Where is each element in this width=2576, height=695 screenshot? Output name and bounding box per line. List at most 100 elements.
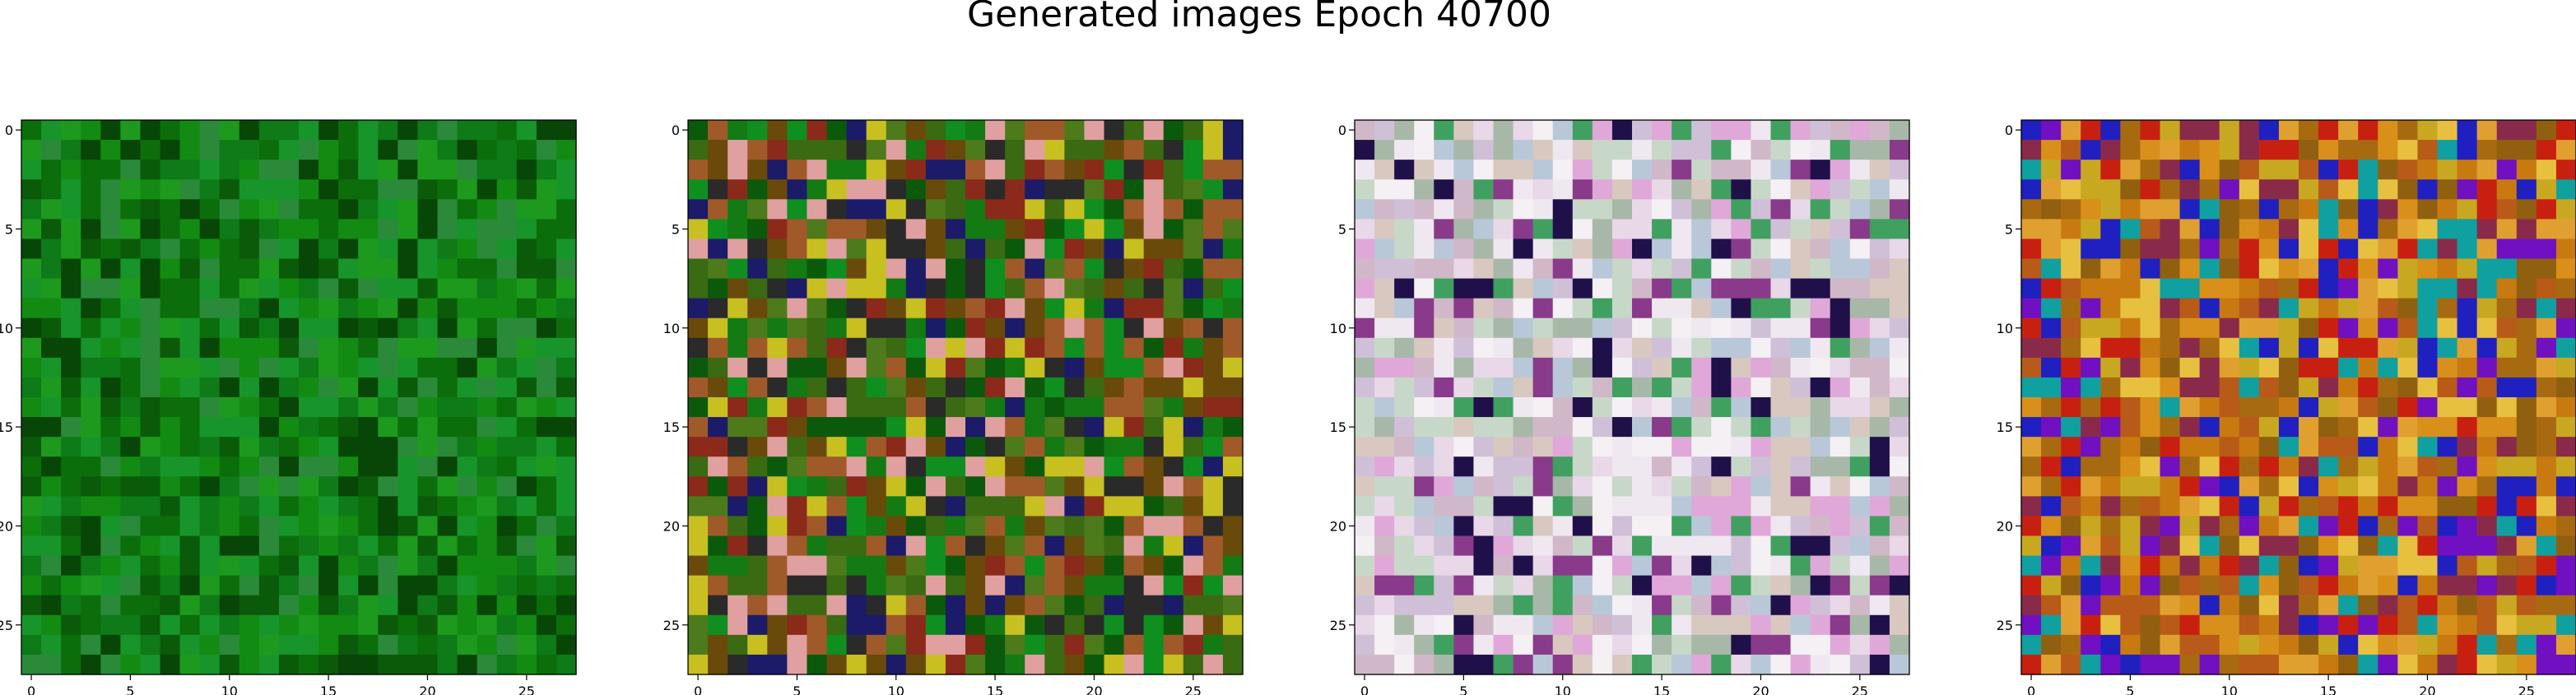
pixel-cell	[886, 357, 907, 378]
pixel-cell	[886, 575, 907, 596]
pixel-cell	[1869, 575, 1890, 596]
pixel-cell	[2338, 199, 2359, 220]
pixel-cell	[866, 120, 887, 141]
pixel-cell	[1849, 317, 1871, 339]
pixel-cell	[1025, 535, 1045, 557]
pixel-cell	[100, 298, 121, 319]
pixel-cell	[2378, 337, 2398, 359]
pixel-cell	[2437, 397, 2458, 418]
pixel-cell	[1632, 456, 1653, 477]
pixel-cell	[1849, 120, 1871, 141]
pixel-cell	[258, 496, 280, 517]
pixel-cell	[457, 317, 478, 339]
pixel-cell	[2555, 199, 2576, 220]
pixel-cell	[2358, 476, 2378, 497]
pixel-cell	[1473, 258, 1495, 280]
pixel-cell	[1572, 437, 1593, 457]
pixel-cell	[160, 654, 181, 675]
pixel-cell	[1532, 634, 1554, 656]
pixel-cell	[965, 614, 986, 636]
pixel-cell	[2318, 476, 2339, 497]
pixel-cell	[2378, 456, 2398, 477]
pixel-cell	[1869, 476, 1890, 497]
pixel-cell	[299, 337, 319, 359]
pixel-cell	[1652, 337, 1672, 359]
pixel-cell	[1830, 140, 1851, 160]
pixel-cell	[2258, 555, 2280, 577]
pixel-cell	[945, 258, 966, 280]
pixel-cell	[140, 575, 161, 596]
pixel-cell	[2457, 258, 2478, 280]
pixel-cell	[2021, 516, 2042, 537]
pixel-cell	[2437, 120, 2458, 141]
pixel-cell	[2338, 278, 2359, 299]
pixel-cell	[1044, 239, 1065, 260]
pixel-cell	[516, 654, 537, 675]
pixel-cell	[1711, 199, 1732, 220]
pixel-cell	[1751, 199, 1772, 220]
pixel-cell	[437, 595, 458, 616]
pixel-cell	[61, 437, 81, 457]
pixel-cell	[1202, 575, 1224, 596]
pixel-cell	[1889, 437, 1910, 457]
pixel-cell	[2299, 397, 2319, 418]
pixel-cell	[1473, 278, 1495, 299]
pixel-cell	[1163, 654, 1184, 675]
pixel-cell	[1394, 575, 1415, 596]
pixel-cell	[2476, 595, 2498, 616]
pixel-cell	[925, 437, 946, 457]
pixel-cell	[556, 298, 577, 319]
pixel-cell	[905, 160, 927, 180]
pixel-cell	[278, 258, 300, 280]
pixel-cell	[2199, 120, 2220, 141]
pixel-cell	[965, 120, 986, 141]
pixel-cell	[61, 239, 81, 260]
pixel-cell	[556, 278, 577, 299]
pixel-cell	[826, 298, 848, 319]
pixel-cell	[2397, 337, 2419, 359]
pixel-cell	[1123, 317, 1145, 339]
pixel-cell	[2378, 614, 2398, 636]
pixel-cell	[1064, 219, 1086, 240]
pixel-cell	[1222, 160, 1244, 180]
pixel-cell	[81, 179, 101, 200]
pixel-cell	[2397, 654, 2419, 675]
pixel-cell	[1453, 417, 1475, 438]
y-tick-label: 10	[1330, 321, 1346, 336]
pixel-cell	[378, 654, 398, 675]
pixel-cell	[2555, 575, 2576, 596]
pixel-cell	[1711, 535, 1732, 557]
pixel-cell	[496, 634, 518, 656]
pixel-cell	[437, 337, 458, 359]
pixel-cell	[536, 516, 557, 537]
pixel-cell	[2199, 595, 2220, 616]
pixel-cell	[1790, 496, 1811, 517]
pixel-cell	[1064, 476, 1086, 497]
pixel-cell	[767, 456, 788, 477]
pixel-cell	[1513, 516, 1534, 537]
pixel-cell	[1869, 417, 1890, 438]
pixel-cell	[1163, 298, 1184, 319]
pixel-cell	[1355, 120, 1375, 141]
pixel-cell	[2437, 199, 2458, 220]
pixel-cell	[1611, 317, 1633, 339]
pixel-cell	[1830, 476, 1851, 497]
pixel-cell	[140, 239, 161, 260]
pixel-cell	[1414, 575, 1434, 596]
pixel-cell	[417, 516, 439, 537]
x-tick-label: 10	[888, 683, 904, 695]
pixel-cell	[1849, 437, 1871, 457]
pixel-cell	[417, 120, 439, 141]
pixel-cell	[219, 377, 240, 398]
pixel-cell	[1552, 298, 1574, 319]
pixel-cell	[81, 496, 101, 517]
pixel-cell	[2397, 516, 2419, 537]
pixel-cell	[2140, 357, 2161, 378]
pixel-cell	[199, 120, 221, 141]
pixel-cell	[2437, 476, 2458, 497]
pixel-cell	[2100, 377, 2121, 398]
pixel-cell	[2378, 496, 2398, 517]
pixel-cell	[437, 456, 458, 477]
pixel-cell	[417, 337, 439, 359]
pixel-cell	[2437, 614, 2458, 636]
